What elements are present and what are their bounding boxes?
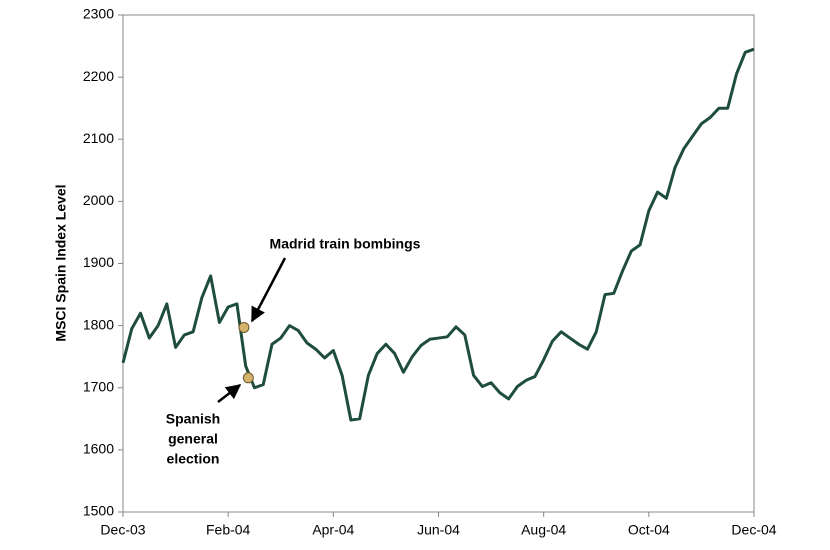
annotation: general <box>168 431 218 447</box>
line <box>121 47 755 422</box>
y-axis-label: MSCI Spain Index Level <box>53 184 69 341</box>
x-tick-label: Jun-04 <box>417 522 460 538</box>
arrow <box>217 384 242 403</box>
y-tick-label: 1500 <box>83 503 114 519</box>
y-tick-label: 1600 <box>83 441 114 457</box>
annotation: Madrid train bombings <box>270 236 421 252</box>
x-tick-label: Apr-04 <box>312 522 354 538</box>
y-tick-label: 2100 <box>83 130 114 146</box>
x-tick-label: Dec-04 <box>731 522 776 538</box>
annotation: Spanish <box>166 411 220 427</box>
arrow <box>250 257 287 323</box>
y-tick-label: 1800 <box>83 316 114 332</box>
x-tick-label: Dec-03 <box>100 522 145 538</box>
event-marker <box>238 321 250 333</box>
x-tick-label: Feb-04 <box>206 522 251 538</box>
annotation: election <box>167 451 220 467</box>
x-tick-label: Aug-04 <box>521 522 566 538</box>
y-tick-label: 2200 <box>83 68 114 84</box>
y-tick-label: 1900 <box>83 254 114 270</box>
y-tick-label: 1700 <box>83 378 114 394</box>
y-tick-label: 2300 <box>83 6 114 22</box>
y-tick-label: 2000 <box>83 192 114 208</box>
event-marker <box>242 372 254 384</box>
x-tick-label: Oct-04 <box>628 522 670 538</box>
